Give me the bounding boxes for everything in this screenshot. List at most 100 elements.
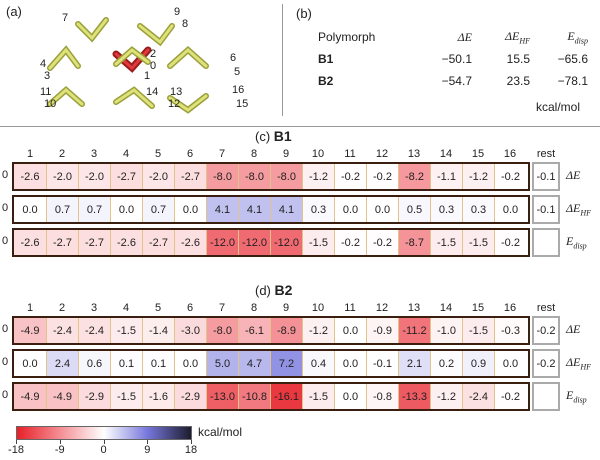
energy-cell: -1.5 (462, 318, 494, 343)
molecule-number: 10 (44, 98, 57, 110)
energy-cell: 0.9 (462, 351, 494, 376)
rest-cell: -0.1 (532, 195, 560, 224)
energy-cell: 0.0 (494, 351, 526, 376)
energy-cell: 7.2 (270, 351, 302, 376)
energy-cell: -2.4 (78, 318, 110, 343)
panel-b-label: (b) (296, 6, 312, 21)
energy-row: -4.9 -4.9 -2.9 -1.5 -1.6 -2.9 -13.0 -10.8 -16.1-… (12, 382, 530, 411)
column-header: 8 (250, 302, 258, 314)
energy-row: -2.6 -2.0 -2.0 -2.7 -2.0 -2.7 -8.0 -8.0 -8.0 -1.2… (12, 162, 530, 191)
column-header: 5 (154, 302, 162, 314)
section-title: (c) B1 (255, 128, 292, 144)
energy-cell: 0.0 (174, 351, 206, 376)
energy-cell: 0.3 (462, 197, 494, 222)
column-header: 3 (90, 302, 98, 314)
section-prefix: (c) (255, 129, 274, 144)
energy-row: 0.0 0.7 0.7 0.0 0.7 0.0 4.1 4.1 4.1 0.3 0.0 0.0 0.5 0… (12, 195, 530, 224)
energy-cell: 0.0 (110, 197, 142, 222)
energy-cell: 0.7 (142, 197, 174, 222)
panel-divider-horizontal (0, 126, 600, 127)
energy-cell: 4.1 (206, 197, 238, 222)
energy-cell: 0.1 (110, 351, 142, 376)
energy-row: -2.6 -2.7 -2.7 -2.6 -2.7 -2.6 -12.0 -12.0 -12.0-… (12, 228, 530, 257)
molecule-number: 3 (44, 70, 51, 82)
row-label: ΔE (566, 322, 581, 336)
energy-cell: -2.4 (46, 318, 78, 343)
energy-cell: -8.7 (398, 230, 430, 255)
panel-a-label: (a) (6, 4, 22, 19)
energy-cell: 0.0 (494, 197, 526, 222)
molecule-number: 16 (232, 84, 245, 96)
colorbar-tick-label: 18 (184, 444, 198, 456)
energy-cell: -0.2 (494, 164, 526, 189)
energy-cell: 4.1 (238, 197, 270, 222)
energy-cell: -1.4 (142, 318, 174, 343)
energy-cell: -0.2 (494, 230, 526, 255)
energy-cell: -1.0 (430, 318, 462, 343)
colorbar-tick-label: -9 (54, 444, 65, 456)
energy-cell: 0.1 (142, 351, 174, 376)
energy-cell: -0.2 (334, 230, 366, 255)
row-label: Edisp (566, 388, 587, 405)
energy-cell: -1.5 (302, 384, 334, 409)
energy-cell: -0.3 (494, 318, 526, 343)
molecule-number: 5 (234, 66, 241, 78)
column-header: 7 (218, 148, 226, 160)
row-start-label: 0 (2, 356, 9, 368)
energy-cell: -8.0 (206, 318, 238, 343)
molecule-number: 11 (40, 86, 52, 98)
column-header: 12 (375, 302, 389, 314)
energy-cell: 2.4 (46, 351, 78, 376)
energy-cell: 0.7 (78, 197, 110, 222)
column-header: 2 (58, 302, 66, 314)
energy-cell: -0.8 (366, 384, 398, 409)
energy-cell: -2.6 (14, 230, 46, 255)
rest-cell: -0.2 (532, 316, 560, 345)
molecule-8-9-shape (137, 23, 175, 47)
row-label-subscript: HF (580, 362, 592, 372)
row-label: ΔEHF (566, 201, 592, 218)
molecule-10-11-shape (47, 86, 85, 107)
energy-cell: 0.3 (430, 197, 462, 222)
energy-cell: -1.2 (462, 164, 494, 189)
molecule-number: 6 (230, 52, 237, 64)
table-unit: kcal/mol (536, 100, 581, 114)
energy-cell: -11.2 (398, 318, 430, 343)
panel-divider-vertical (282, 4, 283, 116)
energy-cell: -0.2 (366, 164, 398, 189)
energy-cell: -8.9 (270, 318, 302, 343)
column-header: 6 (186, 302, 194, 314)
energy-cell: -2.0 (78, 164, 110, 189)
row-delta-e-hf: 23.5 (506, 74, 530, 88)
energy-cell: 0.0 (14, 351, 46, 376)
rest-column-header: rest (536, 302, 556, 314)
energy-cell: -2.7 (78, 230, 110, 255)
energy-cell: 5.0 (206, 351, 238, 376)
colorbar-tick (147, 440, 149, 444)
row-start-label: 0 (2, 389, 9, 401)
colorbar-tick (16, 440, 17, 444)
energy-cell: -12.0 (270, 230, 302, 255)
column-header: 15 (471, 302, 485, 314)
energy-cell: -2.0 (142, 164, 174, 189)
energy-cell: -13.0 (206, 384, 238, 409)
column-header: 10 (311, 148, 325, 160)
energy-cell: 0.6 (78, 351, 110, 376)
energy-cell: -1.2 (430, 384, 462, 409)
energy-cell: -2.0 (46, 164, 78, 189)
row-label-subscript: disp (573, 395, 587, 405)
molecule-3-4-shape (47, 45, 81, 71)
header-delta-e-hf: ΔEHF (504, 28, 530, 46)
energy-cell: -1.2 (302, 164, 334, 189)
column-header: 7 (218, 302, 226, 314)
column-header: 9 (282, 302, 290, 314)
energy-cell: -8.0 (270, 164, 302, 189)
column-header: 14 (439, 148, 453, 160)
energy-cell: 0.0 (334, 318, 366, 343)
row-e-disp: −78.1 (557, 74, 588, 88)
colorbar (16, 426, 192, 440)
column-header: 14 (439, 302, 453, 314)
row-delta-e: −54.7 (441, 74, 472, 88)
column-header: 4 (122, 302, 130, 314)
energy-summary-table: Polymorph ΔE ΔEHF Edisp B1 −50.1 15.5 −6… (318, 26, 588, 92)
